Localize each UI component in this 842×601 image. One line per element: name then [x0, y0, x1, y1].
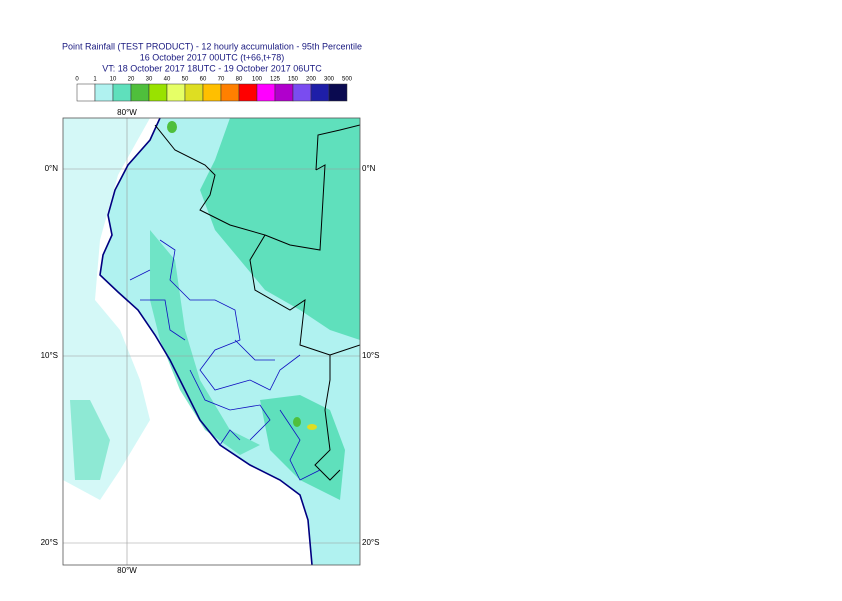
legend-label: 30	[146, 77, 153, 83]
rain-cell	[167, 121, 177, 133]
map-frame	[62, 117, 361, 566]
legend-swatch	[292, 83, 312, 102]
legend-label: 200	[306, 77, 317, 83]
legend-swatch	[112, 83, 132, 102]
legend-label: 125	[270, 77, 281, 83]
legend-swatch	[166, 83, 186, 102]
lat-label: 20°S	[41, 538, 58, 547]
legend-swatch	[130, 83, 150, 102]
legend-label: 10	[110, 77, 117, 83]
region-border	[129, 239, 321, 481]
lat-label: 10°S	[362, 351, 379, 360]
rain-area	[150, 230, 260, 455]
legend-swatch	[310, 83, 330, 102]
legend-swatch	[256, 83, 276, 102]
rain-cell	[293, 417, 301, 427]
lon-label: 80°W	[117, 566, 137, 575]
lat-label: 10°S	[41, 351, 58, 360]
map	[63, 118, 360, 565]
legend-swatch	[238, 83, 258, 102]
legend-swatch	[202, 83, 222, 102]
legend-swatch	[184, 83, 204, 102]
legend-label: 20	[128, 77, 135, 83]
legend-swatch	[274, 83, 294, 102]
legend-label: 0	[75, 77, 79, 83]
rain-cell	[307, 424, 317, 430]
lat-label: 0°N	[45, 164, 59, 173]
rain-area	[200, 118, 360, 340]
legend-label: 50	[182, 77, 189, 83]
lat-labels: 0°N 0°N 10°S 10°S 20°S 20°S	[41, 164, 380, 547]
legend-label: 500	[342, 77, 353, 83]
lat-label: 20°S	[362, 538, 379, 547]
legend-label: 40	[164, 77, 171, 83]
legend-label: 80	[236, 77, 243, 83]
legend-label: 300	[324, 77, 335, 83]
legend-label: 70	[218, 77, 225, 83]
coastline	[99, 118, 313, 565]
lat-label: 0°N	[362, 164, 376, 173]
lon-label: 80°W	[117, 108, 137, 117]
title-line: VT: 18 October 2017 18UTC - 19 October 2…	[102, 63, 322, 73]
legend-label: 100	[252, 77, 263, 83]
legend-label: 1	[93, 77, 97, 83]
legend-swatch	[148, 83, 168, 102]
legend-swatch	[94, 83, 114, 102]
legend-swatch	[76, 83, 96, 102]
legend-swatch	[220, 83, 240, 102]
title-line: Point Rainfall (TEST PRODUCT) - 12 hourl…	[62, 41, 362, 51]
legend-label: 150	[288, 77, 299, 83]
legend-label: 60	[200, 77, 207, 83]
country-border	[154, 124, 360, 481]
legend: 0 1 10 20 30 40 50 60 70 80 100 125 150 200 300 500	[75, 77, 353, 102]
legend-swatch	[328, 83, 348, 102]
rain-area	[70, 400, 110, 480]
title-line: 16 October 2017 00UTC (t+66,t+78)	[140, 52, 285, 62]
